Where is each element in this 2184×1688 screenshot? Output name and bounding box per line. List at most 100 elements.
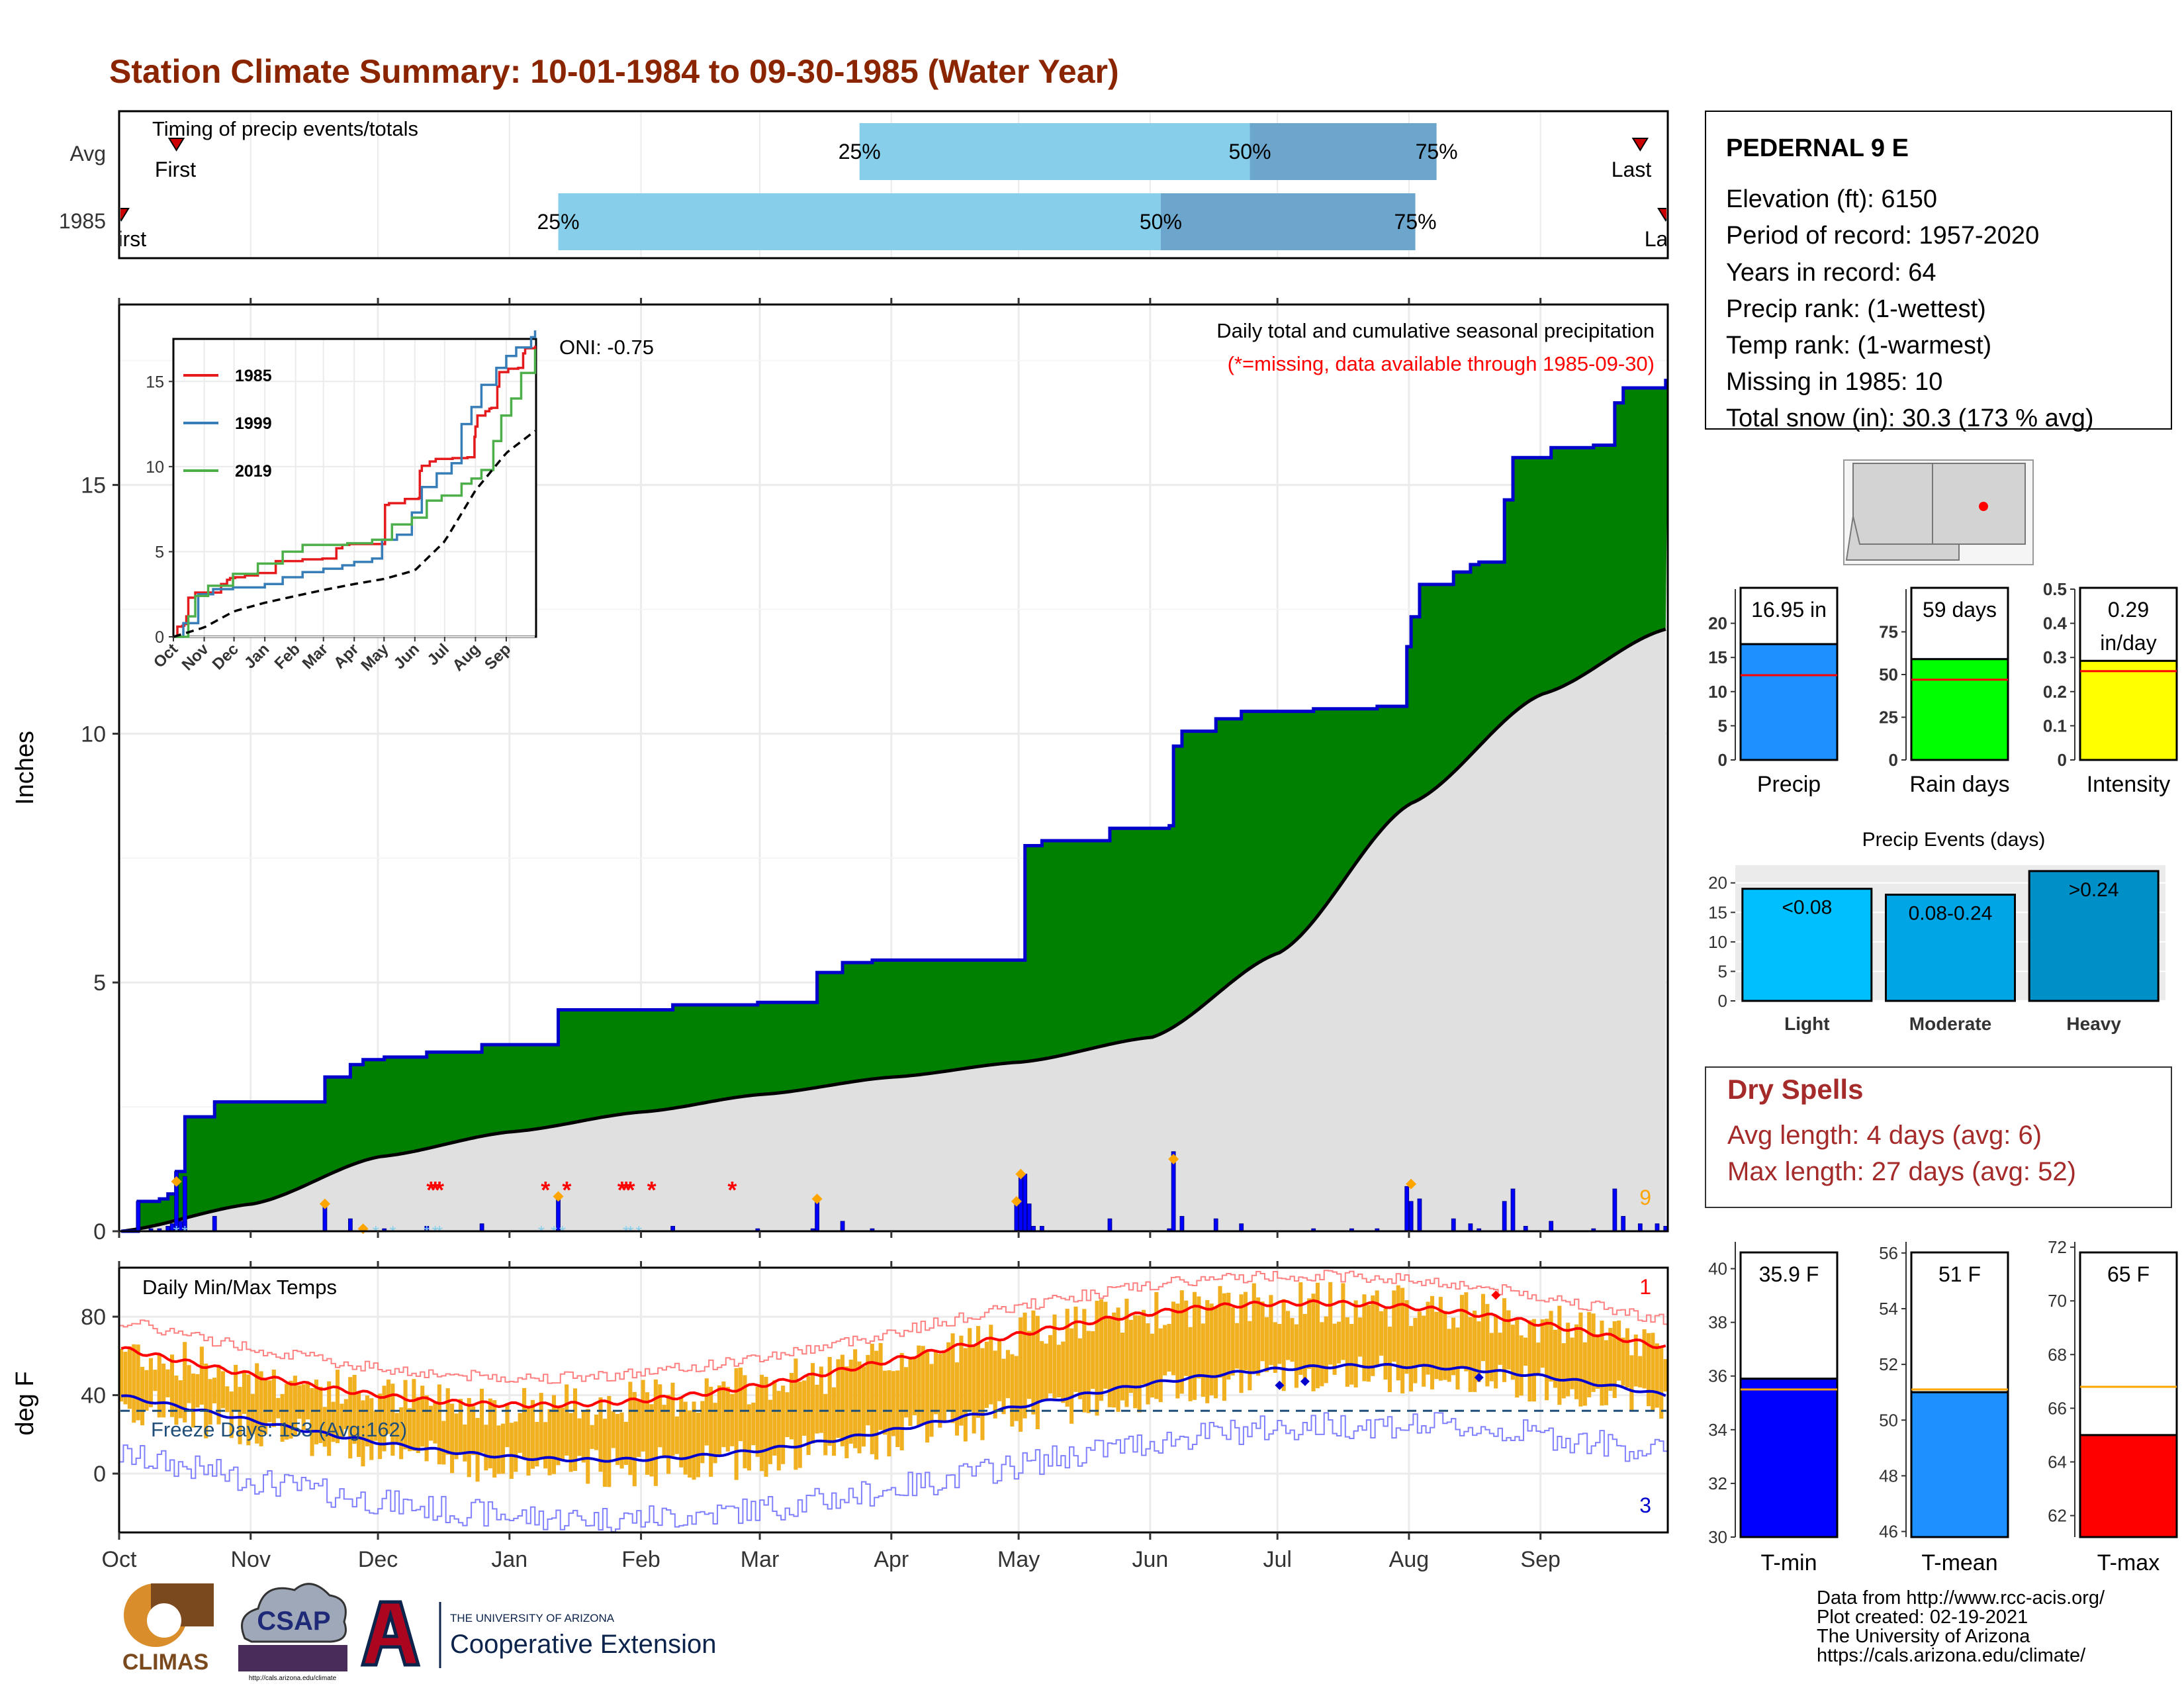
daily-precip-bar — [348, 1218, 353, 1232]
daily-temp-bar — [891, 1371, 895, 1436]
daily-temp-bar — [781, 1385, 786, 1464]
inset-y-tick-label: 10 — [146, 458, 164, 477]
daily-temp-bar — [1023, 1312, 1027, 1419]
record-high-marker — [1491, 1290, 1501, 1300]
csap-logo-url: http://cals.arizona.edu/climate — [249, 1675, 337, 1682]
daily-temp-bar — [904, 1367, 909, 1418]
temp-y-tick-label: 40 — [81, 1383, 106, 1409]
daily-temp-bar — [751, 1402, 756, 1446]
dry-spells-max: Max length: 27 days (avg: 52) — [1727, 1157, 2076, 1186]
daily-temp-bar — [590, 1425, 594, 1449]
daily-temp-bar — [1069, 1328, 1074, 1424]
daily-temp-bar — [500, 1423, 506, 1474]
small-bar-category-label: Precip — [1757, 772, 1821, 797]
temp-summary-tick-label: 30 — [1708, 1527, 1727, 1547]
daily-temp-bar — [547, 1409, 552, 1476]
record-low-marker — [1474, 1372, 1484, 1382]
missing-day-marker: * — [562, 1176, 571, 1203]
average-cumulative-area — [121, 629, 1666, 1231]
daily-temp-bar — [1320, 1322, 1324, 1387]
csap-logo-text: CSAP — [257, 1607, 330, 1636]
month-label: Aug — [1389, 1547, 1430, 1572]
daily-precip-bar — [815, 1201, 819, 1232]
daily-temp-bar — [1341, 1283, 1345, 1360]
timing-percent-label: 25% — [839, 140, 881, 164]
locator-map — [1843, 459, 2034, 565]
daily-temp-bar — [1167, 1323, 1171, 1372]
small-bar-tick-label: 5 — [1718, 716, 1727, 735]
daily-temp-bar — [1332, 1323, 1337, 1375]
daily-temp-bar — [836, 1359, 841, 1438]
temp-y-ticks: 0 40 80 — [81, 1305, 119, 1487]
small-bar-value — [1910, 658, 2009, 761]
daily-temp-bar — [989, 1325, 993, 1405]
daily-temp-bar — [1375, 1290, 1379, 1366]
daily-temp-bar — [870, 1343, 874, 1454]
daily-temp-bar — [488, 1398, 492, 1469]
daily-temp-bar — [739, 1367, 743, 1442]
daily-temp-bar — [1095, 1301, 1099, 1416]
daily-temp-bar — [331, 1401, 336, 1442]
daily-precip-bar — [1621, 1215, 1626, 1232]
precip-events-chart: Precip Events (days) 05101520<0.08Light0… — [1708, 829, 2165, 1034]
daily-temp-bar — [586, 1409, 590, 1484]
daily-temp-bar — [187, 1365, 191, 1403]
daily-temp-bar — [1383, 1309, 1388, 1380]
inset-y-tick-label: 15 — [146, 373, 164, 391]
temperature-summary-bars: 30 32 34 36 38 40 35.9 F T-min 46 48 50 52 54 56 51 F T… — [1708, 1237, 2178, 1575]
inset-series-line — [173, 346, 537, 638]
daily-temp-bar — [933, 1350, 938, 1415]
daily-temp-bar — [1400, 1288, 1405, 1394]
inset-legend-label: 1999 — [235, 414, 272, 433]
daily-temp-bar — [1591, 1313, 1596, 1392]
small-bar-value-label: 59 days — [1923, 598, 1997, 622]
daily-temp-bar — [1464, 1292, 1469, 1372]
daily-temp-bar — [127, 1346, 132, 1409]
daily-temp-bar — [1315, 1282, 1320, 1389]
daily-temp-bar — [216, 1364, 221, 1425]
timing-first-1985: First — [105, 227, 146, 251]
station-line: Years in record: 64 — [1726, 259, 1936, 287]
credit-line: The University of Arizona — [1817, 1626, 2030, 1647]
daily-temp-bar — [734, 1368, 739, 1480]
daily-temp-bar — [394, 1413, 399, 1444]
csap-logo-base — [238, 1645, 347, 1671]
daily-temp-bar — [327, 1381, 332, 1456]
daily-temp-bar — [1222, 1293, 1226, 1401]
daily-temp-bar — [1570, 1337, 1574, 1389]
missing-day-marker: * — [727, 1176, 737, 1203]
credit-line: Plot created: 02-19-2021 — [1817, 1607, 2028, 1628]
daily-temp-bar — [250, 1393, 255, 1434]
daily-precip-bar — [1107, 1218, 1113, 1232]
daily-temp-bar — [1218, 1286, 1222, 1378]
daily-temp-bar — [475, 1418, 480, 1482]
month-label: Jun — [1132, 1547, 1168, 1572]
timing-percent-label: 75% — [1416, 140, 1458, 164]
temp-summary-bar — [1739, 1378, 1839, 1538]
daily-temp-bar — [267, 1380, 272, 1423]
daily-temp-bar — [942, 1350, 946, 1423]
daily-temp-bar — [1256, 1297, 1261, 1376]
inset-legend-label: 1985 — [235, 367, 272, 385]
station-line: Elevation (ft): 6150 — [1726, 185, 1937, 213]
daily-temp-bar — [234, 1364, 238, 1411]
timing-bars — [558, 123, 1437, 250]
events-tick-label: 15 — [1708, 902, 1727, 922]
small-bar-tick-label: 50 — [1879, 665, 1898, 684]
daily-temp-bar — [208, 1379, 212, 1425]
climas-logo: CLIMAS — [122, 1583, 214, 1675]
daily-precip-bar — [1023, 1174, 1028, 1232]
daily-temp-bar — [1473, 1310, 1477, 1392]
daily-temp-bar — [509, 1423, 514, 1479]
dry-spells-frame — [1705, 1066, 2172, 1208]
station-line: Period of record: 1957-2020 — [1726, 222, 2039, 250]
daily-temp-bar — [225, 1386, 230, 1413]
small-bar-frame — [2079, 586, 2178, 662]
daily-temp-bar — [1209, 1303, 1214, 1395]
daily-temp-bar — [950, 1333, 955, 1423]
daily-precip-bar — [1549, 1221, 1554, 1232]
daily-temp-bar — [1328, 1282, 1333, 1365]
daily-temp-bar — [819, 1366, 823, 1433]
daily-temp-bar — [458, 1399, 463, 1454]
daily-temp-bar — [1621, 1337, 1625, 1386]
